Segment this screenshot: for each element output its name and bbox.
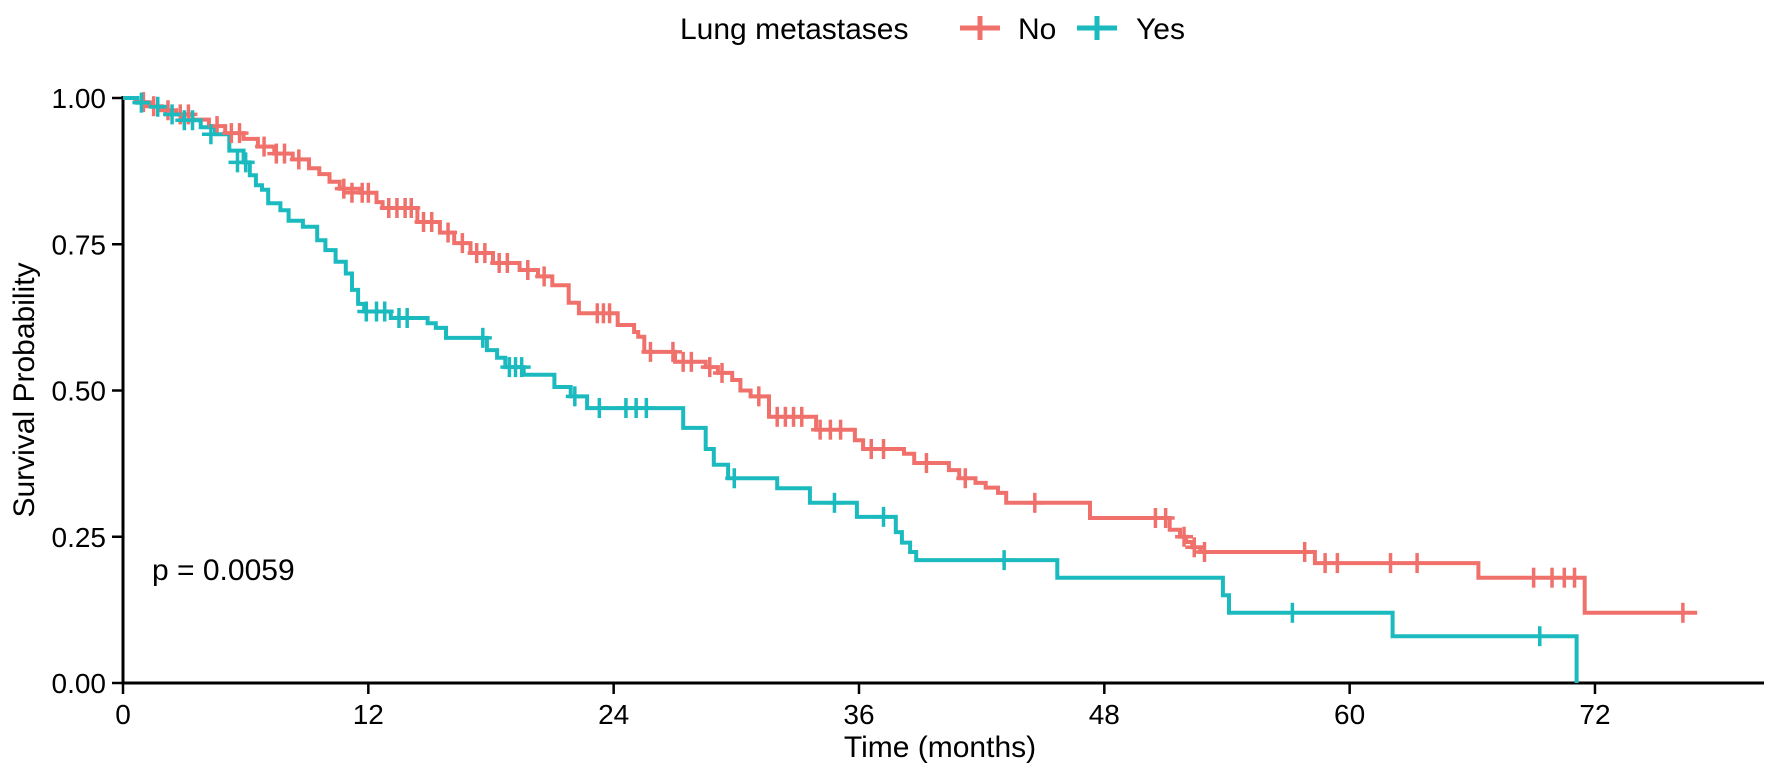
x-tick-label: 12 bbox=[353, 699, 384, 730]
censor-mark-yes bbox=[201, 124, 220, 145]
censor-mark-no bbox=[1673, 602, 1692, 623]
legend-item-yes-label: Yes bbox=[1136, 13, 1185, 46]
censor-mark-no bbox=[831, 419, 850, 440]
censor-mark-no bbox=[713, 362, 732, 383]
legend: Lung metastases No Yes bbox=[680, 13, 1185, 46]
censor-mark-yes bbox=[473, 327, 492, 348]
censor-mark-no bbox=[230, 123, 249, 144]
legend-title: Lung metastases bbox=[680, 13, 908, 46]
censor-mark-no bbox=[600, 303, 619, 324]
censor-mark-no bbox=[1295, 541, 1314, 562]
censor-mark-no bbox=[917, 453, 936, 474]
y-tick-label: 0.25 bbox=[52, 522, 107, 553]
axes: 0 12 24 36 48 60 72 0.00 0.25 0.50 0.75 1.00 bbox=[52, 83, 1764, 730]
censor-mark-no bbox=[334, 178, 353, 199]
censor-mark-yes bbox=[637, 398, 656, 419]
y-tick-label: 1.00 bbox=[52, 83, 107, 114]
censor-mark-no bbox=[518, 259, 537, 280]
censor-mark-no bbox=[275, 143, 294, 164]
x-tick-label: 24 bbox=[598, 699, 629, 730]
censor-mark-no bbox=[682, 351, 701, 372]
censor-mark-yes bbox=[236, 152, 255, 173]
censor-mark-no bbox=[359, 182, 378, 203]
x-tick-label: 0 bbox=[115, 699, 131, 730]
legend-item-no-label: No bbox=[1018, 13, 1056, 46]
censor-mark-yes bbox=[1530, 626, 1549, 647]
censor-mark-yes bbox=[183, 110, 202, 131]
censor-mark-no bbox=[641, 341, 660, 362]
censor-mark-yes bbox=[512, 357, 531, 378]
censor-mark-no bbox=[956, 468, 975, 489]
censor-mark-no bbox=[535, 266, 554, 287]
censor-mark-no bbox=[749, 386, 768, 407]
censor-mark-yes bbox=[1283, 602, 1302, 623]
censor-mark-no bbox=[700, 357, 719, 378]
censor-mark-no bbox=[475, 243, 494, 264]
censor-mark-no bbox=[1025, 492, 1044, 513]
censor-mark-no bbox=[498, 252, 517, 273]
y-axis-ticks: 0.00 0.25 0.50 0.75 1.00 bbox=[52, 83, 123, 699]
x-axis-title: Time (months) bbox=[844, 731, 1036, 764]
x-axis-ticks: 0 12 24 36 48 60 72 bbox=[115, 683, 1611, 730]
x-tick-label: 36 bbox=[843, 699, 874, 730]
censor-mark-no bbox=[792, 406, 811, 427]
censor-mark-no bbox=[1156, 508, 1175, 529]
censor-mark-no bbox=[158, 100, 177, 121]
censor-mark-no bbox=[663, 341, 682, 362]
censor-mark-no bbox=[1408, 553, 1427, 574]
censor-mark-yes bbox=[163, 104, 182, 125]
y-tick-label: 0.50 bbox=[52, 376, 107, 407]
censor-mark-no bbox=[1381, 553, 1400, 574]
x-tick-label: 72 bbox=[1579, 699, 1610, 730]
p-value-label: p = 0.0059 bbox=[152, 554, 295, 587]
y-tick-label: 0.75 bbox=[52, 229, 107, 260]
x-tick-label: 60 bbox=[1334, 699, 1365, 730]
censor-mark-yes bbox=[825, 492, 844, 513]
censor-mark-no bbox=[1195, 541, 1214, 562]
censor-mark-yes bbox=[725, 468, 744, 489]
censor-mark-no bbox=[422, 212, 441, 233]
censor-mark-no bbox=[453, 233, 472, 254]
km-curve-no bbox=[123, 96, 1698, 615]
censor-mark-yes bbox=[375, 301, 394, 322]
censor-marks bbox=[132, 92, 1692, 647]
censor-mark-yes bbox=[398, 307, 417, 328]
y-axis-title: Survival Probability bbox=[8, 262, 41, 517]
legend-marker-yes-icon bbox=[1077, 16, 1117, 40]
series-curves bbox=[123, 96, 1698, 683]
censor-mark-yes bbox=[132, 92, 151, 113]
censor-mark-no bbox=[1328, 553, 1347, 574]
censor-mark-no bbox=[1175, 526, 1194, 547]
censor-mark-no bbox=[1565, 567, 1584, 588]
censor-mark-no bbox=[439, 222, 458, 243]
censor-mark-yes bbox=[590, 398, 609, 419]
censor-mark-yes bbox=[565, 386, 584, 407]
censor-mark-no bbox=[289, 149, 308, 170]
censor-mark-no bbox=[255, 136, 274, 157]
censor-mark-no bbox=[1524, 567, 1543, 588]
censor-mark-no bbox=[402, 197, 421, 218]
censor-mark-no bbox=[874, 439, 893, 459]
y-tick-label: 0.00 bbox=[52, 668, 107, 699]
censor-mark-yes bbox=[995, 550, 1014, 571]
x-tick-label: 48 bbox=[1089, 699, 1120, 730]
censor-mark-yes bbox=[874, 506, 893, 527]
censor-mark-yes bbox=[148, 96, 167, 117]
censor-mark-no bbox=[1185, 537, 1204, 558]
legend-marker-no-icon bbox=[960, 16, 1000, 40]
